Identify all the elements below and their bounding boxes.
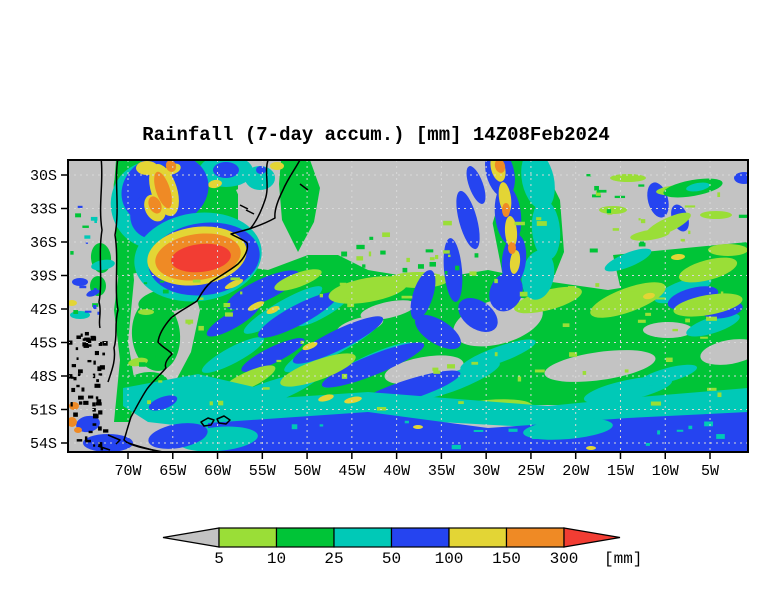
- lon-tick-label: 25W: [517, 463, 544, 480]
- lon-tick-label: 45W: [338, 463, 365, 480]
- graticule: [68, 160, 748, 452]
- map-field: [68, 160, 748, 452]
- lat-tick-label: 48S: [30, 369, 57, 386]
- coastline: [97, 160, 309, 452]
- colorbar-threshold-label: 50: [382, 550, 401, 568]
- lon-tick-label: 30W: [473, 463, 500, 480]
- lon-tick-label: 10W: [652, 463, 679, 480]
- colorbar-threshold-label: 150: [492, 550, 521, 568]
- lon-tick-label: 50W: [294, 463, 321, 480]
- map-axes: 30S 33S 36S 39S 42S 45S 48S 51S 54S 70W 65W 60W 55W 5…: [30, 159, 749, 480]
- lat-tick-label: 30S: [30, 168, 57, 185]
- colorbar: 5 10 25 50 100 150 300 [mm]: [162, 527, 642, 568]
- lon-tick-label: 40W: [383, 463, 410, 480]
- lon-tick-label: 15W: [607, 463, 634, 480]
- lon-tick-label: 5W: [701, 463, 719, 480]
- lat-tick-label: 54S: [30, 436, 57, 453]
- lat-tick-label: 39S: [30, 269, 57, 286]
- lon-tick-label: 55W: [249, 463, 276, 480]
- colorbar-threshold-label: 10: [267, 550, 286, 568]
- lon-tick-label: 70W: [114, 463, 141, 480]
- chart-title: Rainfall (7-day accum.) [mm] 14Z08Feb202…: [142, 124, 610, 146]
- lat-tick-label: 45S: [30, 336, 57, 353]
- field-speckle: [68, 174, 748, 451]
- colorbar-threshold-label: 100: [435, 550, 464, 568]
- lat-tick-label: 33S: [30, 202, 57, 219]
- lon-tick-label: 35W: [428, 463, 455, 480]
- colorbar-threshold-label: 25: [324, 550, 343, 568]
- colorbar-unit-label: [mm]: [604, 550, 642, 568]
- colorbar-threshold-label: 5: [214, 550, 224, 568]
- lon-tick-label: 65W: [159, 463, 186, 480]
- lat-tick-label: 42S: [30, 302, 57, 319]
- lon-tick-label: 20W: [562, 463, 589, 480]
- lat-tick-label: 36S: [30, 235, 57, 252]
- lat-tick-label: 51S: [30, 403, 57, 420]
- lon-tick-label: 60W: [204, 463, 231, 480]
- colorbar-threshold-label: 300: [550, 550, 579, 568]
